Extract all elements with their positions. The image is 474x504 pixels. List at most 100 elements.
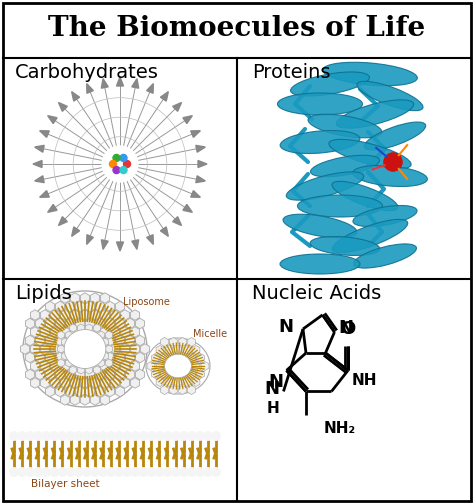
Ellipse shape — [146, 338, 210, 394]
Polygon shape — [191, 191, 201, 197]
Ellipse shape — [336, 100, 414, 128]
Ellipse shape — [365, 122, 426, 150]
Circle shape — [124, 160, 130, 167]
Ellipse shape — [277, 93, 363, 115]
Text: NH: NH — [352, 373, 377, 389]
Circle shape — [115, 431, 124, 440]
Circle shape — [120, 166, 127, 173]
Circle shape — [163, 468, 172, 476]
Circle shape — [18, 431, 27, 440]
Ellipse shape — [357, 81, 423, 111]
Polygon shape — [35, 145, 44, 152]
Text: N: N — [278, 318, 293, 336]
Circle shape — [9, 431, 18, 440]
Polygon shape — [173, 217, 182, 225]
Circle shape — [171, 468, 180, 476]
Circle shape — [187, 468, 196, 476]
Polygon shape — [40, 131, 49, 138]
Circle shape — [147, 431, 156, 440]
Text: N: N — [338, 319, 354, 337]
Polygon shape — [33, 160, 42, 167]
Text: N: N — [264, 381, 280, 398]
Ellipse shape — [64, 330, 106, 368]
Circle shape — [82, 431, 91, 440]
Text: H: H — [267, 401, 280, 416]
Polygon shape — [58, 217, 67, 225]
Circle shape — [42, 431, 51, 440]
Text: O: O — [340, 321, 356, 338]
Circle shape — [74, 431, 83, 440]
Polygon shape — [117, 242, 124, 251]
Ellipse shape — [280, 131, 360, 154]
Circle shape — [26, 468, 35, 476]
Circle shape — [211, 431, 220, 440]
Circle shape — [179, 468, 188, 476]
Circle shape — [131, 468, 140, 476]
Circle shape — [211, 468, 220, 476]
Ellipse shape — [164, 354, 191, 377]
Polygon shape — [132, 79, 139, 88]
Text: Micelle: Micelle — [193, 329, 227, 339]
Text: The Biomoecules of Life: The Biomoecules of Life — [48, 16, 426, 42]
Ellipse shape — [332, 181, 398, 211]
Polygon shape — [191, 131, 201, 138]
Circle shape — [139, 468, 148, 476]
Ellipse shape — [280, 254, 360, 274]
Polygon shape — [101, 79, 108, 88]
Circle shape — [384, 153, 402, 171]
Text: Bilayer sheet: Bilayer sheet — [31, 479, 100, 489]
Circle shape — [50, 468, 59, 476]
Polygon shape — [48, 205, 57, 212]
Polygon shape — [132, 240, 139, 249]
Polygon shape — [48, 115, 57, 123]
Polygon shape — [196, 145, 205, 152]
Polygon shape — [160, 227, 168, 236]
Ellipse shape — [353, 165, 428, 186]
Polygon shape — [198, 160, 207, 167]
Ellipse shape — [286, 172, 364, 200]
Circle shape — [74, 468, 83, 476]
Ellipse shape — [291, 72, 369, 96]
Ellipse shape — [354, 244, 417, 268]
Polygon shape — [40, 191, 49, 197]
Circle shape — [163, 431, 172, 440]
Ellipse shape — [308, 114, 382, 138]
Circle shape — [123, 468, 132, 476]
Circle shape — [139, 431, 148, 440]
Ellipse shape — [23, 291, 147, 407]
Circle shape — [99, 468, 108, 476]
Circle shape — [115, 468, 124, 476]
Circle shape — [9, 468, 18, 476]
Polygon shape — [117, 77, 124, 86]
Text: Carbohydrates: Carbohydrates — [15, 63, 159, 82]
Circle shape — [91, 468, 100, 476]
Circle shape — [195, 468, 204, 476]
Ellipse shape — [283, 214, 357, 238]
Circle shape — [155, 468, 164, 476]
Text: NH₂: NH₂ — [324, 421, 356, 436]
Polygon shape — [173, 102, 182, 111]
Circle shape — [113, 166, 120, 173]
Circle shape — [102, 146, 138, 182]
Circle shape — [58, 431, 67, 440]
Ellipse shape — [353, 206, 417, 226]
Circle shape — [82, 468, 91, 476]
Circle shape — [66, 468, 75, 476]
Circle shape — [179, 431, 188, 440]
Polygon shape — [35, 176, 44, 182]
Polygon shape — [146, 235, 153, 244]
Circle shape — [34, 468, 43, 476]
Circle shape — [42, 468, 51, 476]
Circle shape — [109, 160, 117, 167]
Ellipse shape — [329, 140, 411, 169]
Ellipse shape — [298, 195, 383, 217]
Text: Nucleic Acids: Nucleic Acids — [252, 284, 381, 303]
Polygon shape — [72, 92, 80, 101]
Circle shape — [171, 431, 180, 440]
Circle shape — [34, 431, 43, 440]
Polygon shape — [196, 176, 205, 182]
Polygon shape — [58, 102, 67, 111]
Circle shape — [203, 431, 212, 440]
Polygon shape — [160, 92, 168, 101]
Circle shape — [50, 431, 59, 440]
